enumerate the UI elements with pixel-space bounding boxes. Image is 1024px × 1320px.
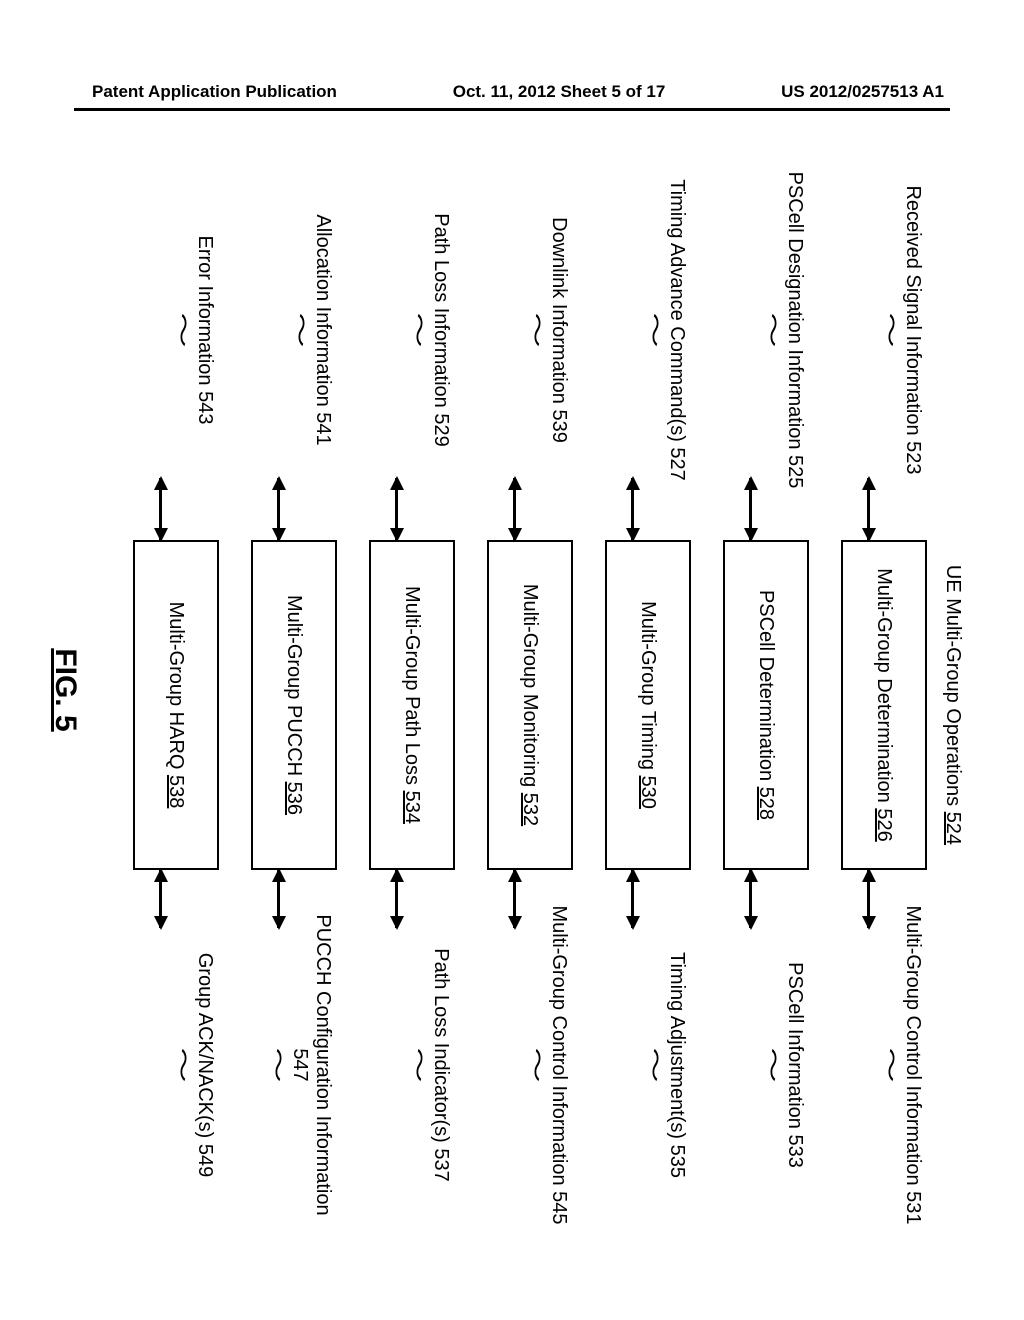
input-label-text: Allocation Information 541: [311, 214, 334, 445]
input-label-text: Downlink Information 539: [547, 217, 570, 443]
output-label-text: Multi-Group Control Information 545: [547, 905, 570, 1224]
arrow-in: [632, 478, 635, 540]
figure-inner: Received Signal Information 523〜PSCell D…: [40, 150, 984, 1230]
header-left: Patent Application Publication: [92, 82, 337, 102]
ref-tilde: 〜: [884, 1047, 897, 1082]
block-label: Multi-Group Determination 526: [873, 568, 896, 841]
input-label: Path Loss Information 529〜: [334, 150, 452, 510]
output-label-text: PSCell Information 533: [783, 962, 806, 1168]
arrow-out: [632, 870, 635, 928]
page-header: Patent Application Publication Oct. 11, …: [0, 82, 1024, 102]
input-label-text: PSCell Designation Information 525: [783, 172, 806, 489]
ref-tilde: 〜: [530, 1047, 543, 1082]
figure-title: UE Multi-Group Operations 524: [941, 540, 964, 870]
input-label: PSCell Designation Information 525〜: [688, 150, 806, 510]
figure-caption-text: FIG. 5: [49, 648, 82, 731]
block-label: Multi-Group PUCCH 536: [283, 595, 306, 815]
output-label: PSCell Information 533〜: [688, 900, 806, 1230]
figure-title-text: UE Multi-Group Operations: [942, 565, 964, 806]
input-label: Error Information 543〜: [98, 150, 216, 510]
block: Multi-Group Timing 530: [605, 540, 691, 870]
figure-5: Received Signal Information 523〜PSCell D…: [40, 150, 984, 1230]
block-label: Multi-Group Monitoring 532: [519, 584, 542, 826]
block-label: Multi-Group Timing 530: [637, 601, 660, 809]
arrow-out: [160, 870, 163, 928]
arrow-in: [396, 478, 399, 540]
input-label: Received Signal Information 523〜: [806, 150, 924, 510]
input-label-text: Received Signal Information 523: [901, 185, 924, 474]
ref-tilde: 〜: [412, 312, 425, 347]
page: Patent Application Publication Oct. 11, …: [0, 0, 1024, 1320]
ref-tilde: 〜: [530, 312, 543, 347]
input-label: Timing Advance Command(s) 527〜: [570, 150, 688, 510]
header-rule: [74, 108, 950, 111]
output-label: Multi-Group Control Information 545〜: [452, 900, 570, 1230]
block: Multi-Group HARQ 538: [133, 540, 219, 870]
inputs-column: Received Signal Information 523〜PSCell D…: [98, 150, 924, 510]
input-label-text: Error Information 543: [193, 236, 216, 425]
ref-tilde: 〜: [176, 1047, 189, 1082]
outputs-column: Multi-Group Control Information 531〜PSCe…: [98, 900, 924, 1230]
header-right: US 2012/0257513 A1: [781, 82, 944, 102]
input-label: Allocation Information 541〜: [216, 150, 334, 510]
arrow-out: [868, 870, 871, 928]
header-mid: Oct. 11, 2012 Sheet 5 of 17: [453, 82, 666, 102]
output-label: PUCCH Configuration Information 547〜: [216, 900, 334, 1230]
ref-tilde: 〜: [766, 312, 779, 347]
figure-caption: FIG. 5: [48, 150, 82, 1230]
arrow-in: [514, 478, 517, 540]
ref-tilde: 〜: [648, 312, 661, 347]
input-label-text: Path Loss Information 529: [429, 213, 452, 446]
output-label-text: Group ACK/NACK(s) 549: [193, 953, 216, 1178]
block-label: Multi-Group Path Loss 534: [401, 586, 424, 824]
block: Multi-Group Monitoring 532: [487, 540, 573, 870]
block: Multi-Group Determination 526: [841, 540, 927, 870]
ref-tilde: 〜: [271, 1047, 284, 1082]
input-label: Downlink Information 539〜: [452, 150, 570, 510]
ref-tilde: 〜: [648, 1047, 661, 1082]
output-label-text: Path Loss Indicator(s) 537: [429, 948, 452, 1181]
output-label: Timing Adjustment(s) 535〜: [570, 900, 688, 1230]
figure-title-num: 524: [942, 812, 964, 845]
arrow-out: [750, 870, 753, 928]
block: Multi-Group Path Loss 534: [369, 540, 455, 870]
input-label-text: Timing Advance Command(s) 527: [665, 179, 688, 481]
ref-tilde: 〜: [176, 312, 189, 347]
arrow-in: [868, 478, 871, 540]
arrow-out: [514, 870, 517, 928]
output-label-text: PUCCH Configuration Information 547: [288, 900, 334, 1230]
output-label-text: Multi-Group Control Information 531: [901, 905, 924, 1224]
block: Multi-Group PUCCH 536: [251, 540, 337, 870]
output-label: Multi-Group Control Information 531〜: [806, 900, 924, 1230]
output-label-text: Timing Adjustment(s) 535: [665, 952, 688, 1178]
arrow-out: [278, 870, 281, 928]
arrow-in: [160, 478, 163, 540]
output-label: Group ACK/NACK(s) 549〜: [98, 900, 216, 1230]
ref-tilde: 〜: [412, 1047, 425, 1082]
ref-tilde: 〜: [766, 1047, 779, 1082]
ref-tilde: 〜: [294, 312, 307, 347]
arrow-in: [278, 478, 281, 540]
arrow-out: [396, 870, 399, 928]
block: PSCell Determination 528: [723, 540, 809, 870]
arrow-in: [750, 478, 753, 540]
blocks-column: UE Multi-Group Operations 524 Multi-Grou…: [101, 540, 964, 870]
block-label: Multi-Group HARQ 538: [165, 602, 188, 809]
block-label: PSCell Determination 528: [755, 590, 778, 820]
output-label: Path Loss Indicator(s) 537〜: [334, 900, 452, 1230]
ref-tilde: 〜: [884, 312, 897, 347]
